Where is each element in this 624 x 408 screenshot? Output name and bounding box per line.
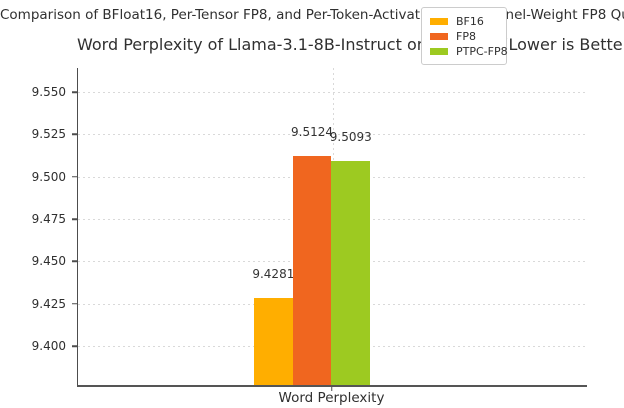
y-tick-mark bbox=[72, 345, 77, 347]
bar-value-label: 9.5124 bbox=[291, 124, 334, 139]
plot-area: 9.4281 9.5124 9.5093 bbox=[77, 68, 587, 387]
y-tick-mark bbox=[72, 218, 77, 220]
figure-suptitle: Comparison of BFloat16, Per-Tensor FP8, … bbox=[0, 7, 624, 23]
legend: BF16 FP8 PTPC-FP8 bbox=[421, 7, 508, 65]
bar-ptpc-fp8 bbox=[331, 160, 371, 385]
bar-bf16 bbox=[254, 298, 293, 385]
legend-item-ptpc-fp8: PTPC-FP8 bbox=[430, 44, 508, 59]
x-tick-mark bbox=[330, 387, 333, 391]
y-tick-label: 9.425 bbox=[31, 296, 66, 311]
legend-label: BF16 bbox=[456, 15, 484, 28]
y-tick-mark bbox=[72, 175, 77, 178]
legend-label: FP8 bbox=[456, 30, 476, 43]
chart-title: Word Perplexity of Llama-3.1-8B-Instruct… bbox=[77, 35, 624, 54]
legend-swatch-icon bbox=[430, 48, 448, 55]
y-tick-label: 9.450 bbox=[31, 254, 66, 269]
bar-value-label: 9.5093 bbox=[329, 129, 372, 144]
y-tick-mark bbox=[72, 260, 77, 263]
y-tick-label: 9.475 bbox=[31, 212, 66, 227]
y-tick-mark bbox=[72, 91, 77, 93]
y-tick-mark bbox=[72, 133, 77, 136]
y-tick-mark bbox=[72, 302, 77, 305]
legend-swatch-icon bbox=[430, 33, 448, 40]
legend-item-bf16: BF16 bbox=[430, 14, 498, 29]
bar-value-label: 9.4281 bbox=[252, 267, 295, 282]
legend-label: PTPC-FP8 bbox=[456, 45, 508, 58]
y-tick-label: 9.525 bbox=[31, 127, 66, 142]
y-axis: 9.400 9.425 9.450 9.475 9.500 9.525 9.550 bbox=[0, 68, 77, 385]
legend-item-fp8: FP8 bbox=[430, 29, 498, 44]
y-tick-label: 9.550 bbox=[31, 85, 66, 100]
x-axis-label: Word Perplexity bbox=[278, 390, 385, 406]
y-tick-label: 9.400 bbox=[31, 339, 66, 354]
legend-swatch-icon bbox=[430, 18, 448, 25]
y-tick-label: 9.500 bbox=[31, 169, 66, 184]
bar-fp8 bbox=[292, 155, 332, 385]
